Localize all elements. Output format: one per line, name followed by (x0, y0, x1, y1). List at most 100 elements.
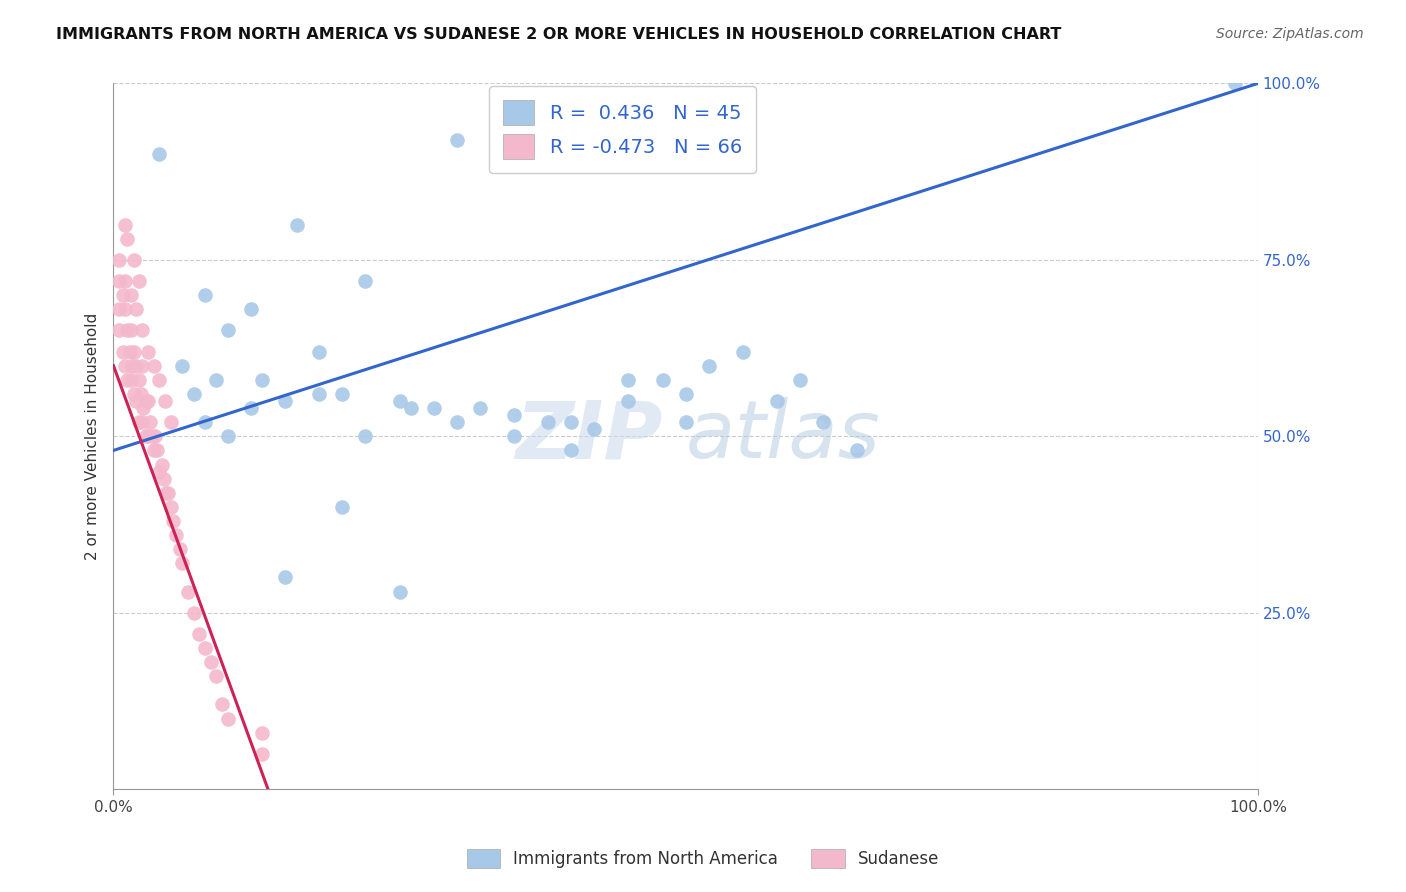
Point (136, 429, 159, 443)
Point (159, 415, 181, 429)
Point (766, 394, 789, 409)
Point (172, 557, 194, 571)
Point (194, 640, 217, 655)
Point (122, 344, 145, 359)
Y-axis label: 2 or more Vehicles in Household: 2 or more Vehicles in Household (86, 313, 100, 560)
Point (128, 274, 150, 288)
Point (122, 252, 145, 267)
Point (731, 344, 754, 359)
Point (132, 401, 155, 415)
Point (115, 323, 138, 337)
Point (285, 218, 308, 232)
Point (617, 394, 640, 409)
Point (155, 485, 177, 500)
Text: atlas: atlas (686, 397, 880, 475)
Point (217, 323, 239, 337)
Point (274, 570, 297, 584)
Point (143, 429, 166, 443)
Point (211, 698, 233, 712)
Point (274, 394, 297, 409)
Point (811, 415, 834, 429)
Point (560, 443, 582, 458)
Point (388, 584, 411, 599)
Point (139, 415, 162, 429)
Point (354, 274, 377, 288)
Point (446, 133, 468, 147)
Point (108, 274, 131, 288)
Text: ZIP: ZIP (516, 397, 662, 475)
Point (157, 485, 180, 500)
Point (200, 655, 222, 669)
Point (131, 415, 153, 429)
Point (217, 712, 239, 726)
Point (114, 359, 136, 373)
Point (128, 415, 150, 429)
Point (135, 394, 157, 409)
Point (617, 373, 640, 387)
Point (194, 288, 217, 302)
Point (239, 302, 262, 317)
Point (115, 373, 138, 387)
Point (239, 401, 262, 415)
Point (183, 606, 205, 620)
Point (148, 373, 170, 387)
Point (129, 387, 152, 401)
Point (560, 415, 582, 429)
Point (205, 669, 228, 683)
Point (114, 302, 136, 317)
Point (121, 359, 143, 373)
Point (162, 514, 184, 528)
Text: Source: ZipAtlas.com: Source: ZipAtlas.com (1216, 27, 1364, 41)
Point (446, 415, 468, 429)
Point (423, 401, 446, 415)
Point (252, 373, 274, 387)
Point (217, 429, 239, 443)
Legend: Immigrants from North America, Sudanese: Immigrants from North America, Sudanese (460, 842, 946, 875)
Point (146, 443, 169, 458)
Point (675, 387, 697, 401)
Point (252, 725, 274, 739)
Point (399, 401, 422, 415)
Point (118, 344, 141, 359)
Point (111, 288, 134, 302)
Point (125, 302, 148, 317)
Point (503, 429, 526, 443)
Point (388, 394, 411, 409)
Point (136, 344, 159, 359)
Point (114, 274, 136, 288)
Point (108, 323, 131, 337)
Point (165, 528, 187, 542)
Point (153, 394, 176, 409)
Point (135, 429, 157, 443)
Point (142, 443, 165, 458)
Point (120, 323, 142, 337)
Point (177, 584, 200, 599)
Point (468, 401, 491, 415)
Point (108, 252, 131, 267)
Point (148, 465, 170, 479)
Point (114, 218, 136, 232)
Point (332, 500, 354, 514)
Point (183, 387, 205, 401)
Point (354, 429, 377, 443)
Point (142, 359, 165, 373)
Point (583, 422, 606, 436)
Point (131, 359, 153, 373)
Point (169, 542, 191, 557)
Point (141, 429, 163, 443)
Point (136, 394, 159, 409)
Point (846, 443, 869, 458)
Point (332, 387, 354, 401)
Point (122, 387, 145, 401)
Point (194, 415, 217, 429)
Point (308, 387, 330, 401)
Point (125, 359, 148, 373)
Point (503, 408, 526, 422)
Point (108, 302, 131, 317)
Point (128, 373, 150, 387)
Point (120, 373, 142, 387)
Point (789, 373, 811, 387)
Point (308, 344, 330, 359)
Point (675, 415, 697, 429)
Text: IMMIGRANTS FROM NORTH AMERICA VS SUDANESE 2 OR MORE VEHICLES IN HOUSEHOLD CORREL: IMMIGRANTS FROM NORTH AMERICA VS SUDANES… (56, 27, 1062, 42)
